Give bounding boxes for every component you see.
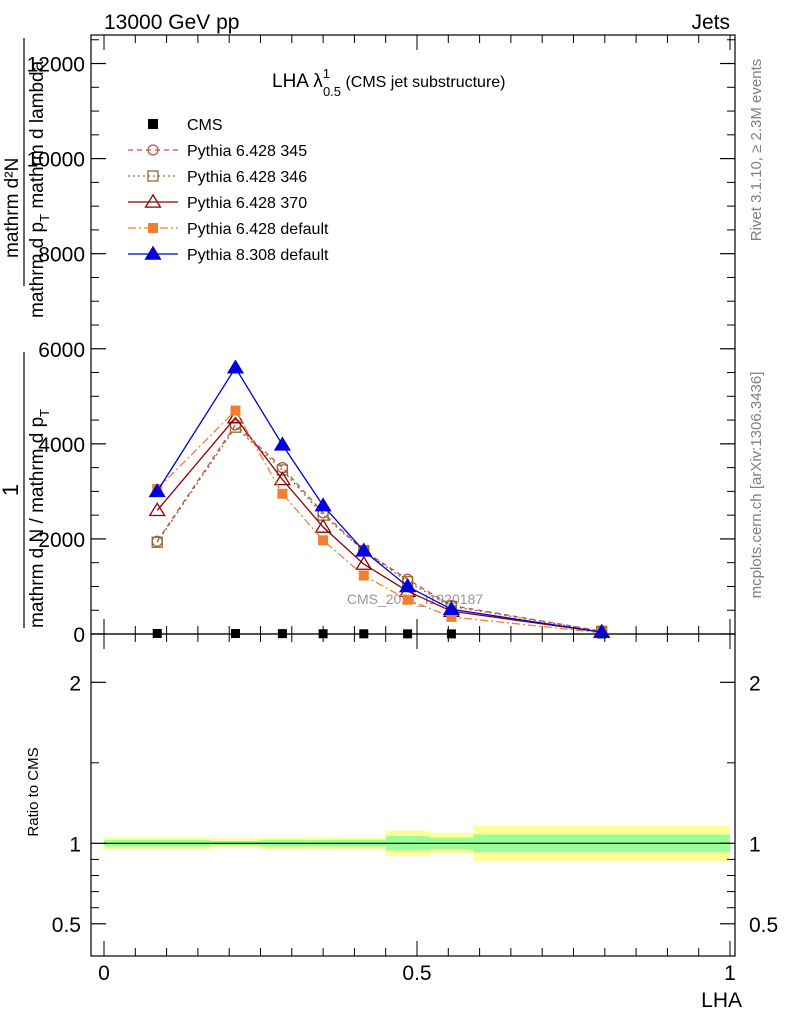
y-tick-label: 0: [73, 624, 85, 647]
data-point: [151, 536, 163, 548]
data-point: [314, 518, 332, 533]
data-point: [144, 193, 162, 208]
ylabel-num: 1: [0, 484, 23, 496]
data-point: [359, 629, 369, 639]
x-tick-label: 1: [724, 962, 736, 985]
legend-label: CMS: [187, 117, 223, 134]
data-point: [273, 436, 292, 451]
plot-title: LHA λ1 0.5 (CMS jet substructure): [272, 66, 506, 99]
data-point: [230, 629, 240, 639]
header-right: Jets: [691, 11, 730, 34]
title-sup: 1: [323, 66, 330, 81]
series-line: [156, 426, 602, 633]
data-point: [399, 578, 417, 593]
ylabel-num2: mathrm d²N: [2, 158, 23, 258]
data-point: [273, 471, 292, 486]
data-point: [317, 509, 329, 521]
data-point: [277, 488, 288, 499]
legend-label: Pythia 6.428 346: [187, 169, 307, 186]
legend-item: CMS: [148, 117, 223, 134]
legend-label: Pythia 6.428 default: [187, 221, 329, 238]
data-point: [276, 461, 289, 474]
y-tick-label: 12000: [27, 54, 85, 77]
main-axes: 0 2000 4000 6000 8000 10000 12000: [27, 35, 735, 647]
x-tick-label: 0: [98, 962, 110, 985]
legend-item: Pythia 6.428 345: [128, 143, 307, 160]
ratio-y-tick-label: 0.5: [52, 914, 81, 937]
legend-item: Pythia 6.428 370: [128, 193, 307, 212]
rivet-version: Rivet 3.1.10, ≥ 2.3M events: [748, 59, 765, 242]
legend-label: Pythia 6.428 345: [187, 143, 307, 160]
ylabel-den: mathrm d N / mathrm d pT: [27, 409, 52, 628]
ratio-frame: [90, 633, 736, 957]
title-suffix: (CMS jet substructure): [341, 74, 505, 91]
data-point: [144, 245, 162, 260]
data-point: [277, 629, 287, 639]
data-point: [276, 464, 289, 476]
data-point: [226, 359, 245, 374]
ratio-bands: [104, 825, 730, 862]
data-point: [358, 570, 369, 581]
legend-label: Pythia 8.308 default: [187, 247, 329, 264]
series-pythia-8-308-default: [148, 359, 611, 638]
y-axis-label: 1 mathrm d N / mathrm d pT mathrm d²N ma…: [0, 38, 52, 628]
legend-label: Pythia 6.428 370: [187, 195, 307, 212]
data-point: [593, 623, 611, 638]
main-series: [148, 359, 611, 639]
series-line: [156, 416, 602, 633]
data-point: [318, 629, 328, 639]
legend: CMS Pythia 6.428 345 Pythia 6.428 346 Pythi…: [128, 117, 329, 264]
ylabel-den2: mathrm d pT mathrm d lambda: [27, 60, 52, 318]
y-tick-label: 4000: [38, 434, 85, 457]
header-left: 13000 GeV pp: [104, 11, 239, 34]
legend-item: Pythia 8.308 default: [128, 245, 329, 264]
data-point: [152, 629, 162, 639]
x-axis-label: LHA: [701, 989, 742, 1012]
title-main: LHA λ: [272, 71, 323, 92]
data-point: [148, 483, 166, 498]
series-line: [156, 423, 602, 632]
data-point: [147, 170, 159, 182]
data-point: [403, 629, 413, 639]
ratio-y-tick-label: 2: [69, 672, 81, 695]
data-point: [148, 502, 166, 517]
series-line: [156, 366, 602, 633]
y-tick-label: 8000: [38, 244, 85, 267]
y-tick-label: 2000: [38, 529, 85, 552]
ratio-y-label: Ratio to CMS: [25, 747, 42, 836]
title-sub: 0.5: [323, 84, 341, 99]
analysis-watermark: CMS_2021_I1920187: [347, 591, 483, 607]
ratio-axes: 0.5 0.5 1 1 2 2 0 0.5 1: [52, 634, 778, 985]
data-point: [230, 405, 241, 416]
mcplots-credit: mcplots.cern.ch [arXiv:1306.3436]: [748, 372, 765, 599]
data-point: [442, 600, 461, 616]
ratio-y-tick-label-right: 1: [749, 833, 761, 856]
data-point: [446, 629, 456, 639]
data-point: [355, 542, 373, 557]
x-tick-label: 0.5: [402, 962, 431, 985]
data-point: [147, 144, 159, 156]
ratio-y-tick-label: 1: [69, 833, 81, 856]
legend-item: Pythia 6.428 346: [128, 169, 307, 186]
data-point: [446, 611, 457, 622]
y-tick-label: 6000: [38, 339, 85, 362]
ratio-y-tick-label-right: 0.5: [749, 914, 778, 937]
data-point: [148, 223, 158, 233]
data-point: [355, 555, 373, 570]
ratio-y-tick-label-right: 2: [749, 672, 761, 695]
data-point: [318, 535, 329, 546]
data-point: [148, 119, 158, 129]
data-point: [402, 594, 413, 605]
y-tick-label: 10000: [27, 149, 85, 172]
data-point: [314, 497, 332, 512]
legend-item: Pythia 6.428 default: [128, 221, 329, 238]
